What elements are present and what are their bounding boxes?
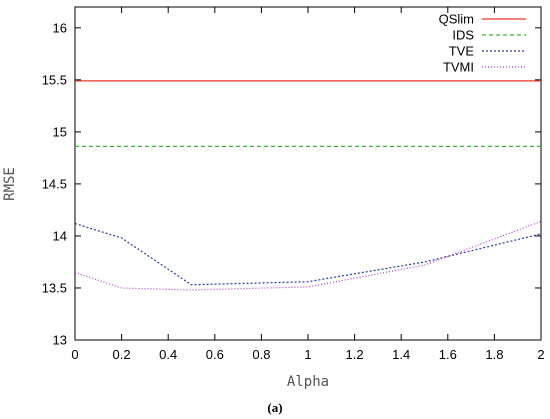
x-tick-label: 1 [304,347,311,362]
y-tick-label: 15.5 [42,72,67,87]
y-tick-label: 16 [53,20,67,35]
x-tick-label: 1.6 [439,347,457,362]
x-tick-label: 1.2 [346,347,364,362]
y-tick-label: 15 [53,124,67,139]
series-line-tve [74,222,542,286]
ticks-layer: 0 0.2 0.4 0.6 0.8 1 1.2 1.4 1.6 1.8 2 13 13.5 14 14.5 1… [42,7,545,362]
legend-label: TVE [449,44,475,59]
series-layer [74,80,542,291]
y-tick-label: 14 [53,228,67,243]
x-axis-title: Alpha [287,374,329,390]
y-tick-label: 13 [53,333,67,348]
y-tick-label: 13.5 [42,280,67,295]
x-tick-label: 1.4 [392,347,410,362]
legend-label: IDS [452,28,474,43]
y-tick-label: 14.5 [42,176,67,191]
x-tick-label: 0.8 [252,347,270,362]
legend-label: QSlim [439,12,474,27]
x-tick-label: 2 [537,347,544,362]
x-tick-label: 0.6 [206,347,224,362]
y-axis-title: RMSE [2,167,18,201]
series-line-tvmi [74,220,542,291]
x-tick-label: 1.8 [485,347,503,362]
x-tick-label: 0.4 [159,347,177,362]
x-tick-label: 0.2 [113,347,131,362]
legend-label: TVMI [443,60,474,75]
figure-caption: (a) [267,400,282,415]
x-tick-label: 0 [71,347,78,362]
